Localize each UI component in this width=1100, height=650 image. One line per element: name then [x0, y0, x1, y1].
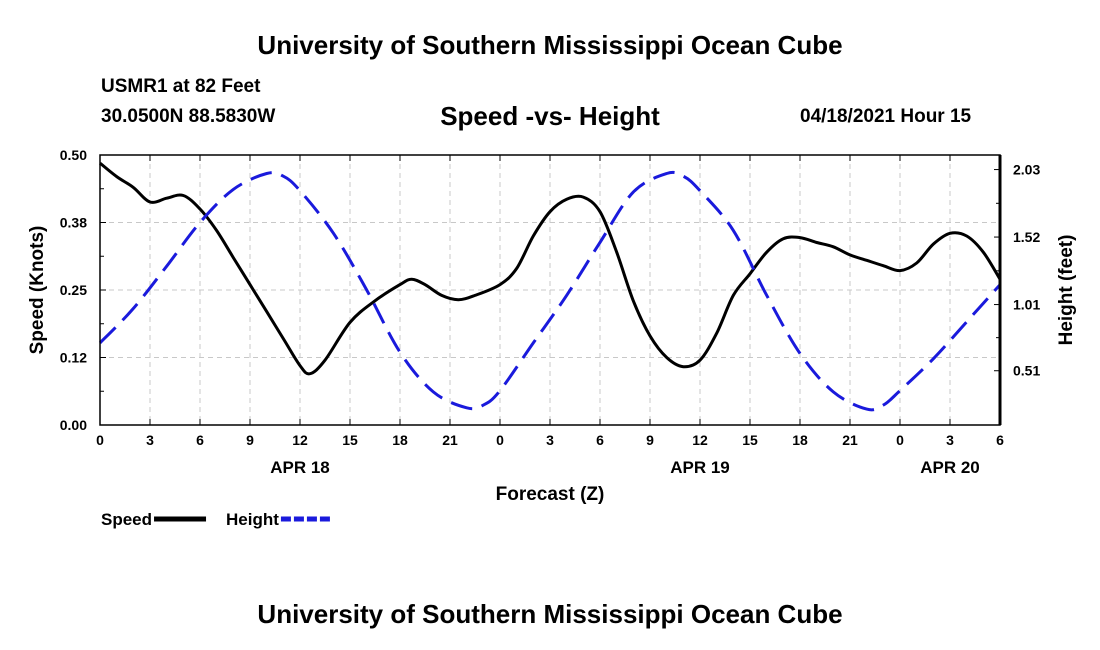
y-tick-label: 0.50 [60, 147, 87, 163]
legend-label: Height [226, 510, 279, 529]
x-tick-label: 9 [646, 432, 654, 448]
x-tick-label: 15 [742, 432, 758, 448]
x-tick-label: 12 [692, 432, 708, 448]
legend: Speed Height [101, 510, 333, 529]
legend-label: Speed [101, 510, 152, 529]
y2-axis-title: Height (feet) [1056, 235, 1077, 346]
x-tick-label: 21 [442, 432, 458, 448]
date-label: APR 18 [270, 458, 330, 477]
datetime-label: 04/18/2021 Hour 15 [800, 106, 972, 127]
x-tick-label: 0 [96, 432, 104, 448]
y2-tick-label: 0.51 [1013, 363, 1040, 379]
y-tick-label: 0.25 [60, 282, 87, 298]
x-tick-label: 3 [146, 432, 154, 448]
station-label: USMR1 at 82 Feet [101, 76, 261, 97]
x-tick-label: 15 [342, 432, 358, 448]
x-tick-label: 6 [596, 432, 604, 448]
chart-subtitle: Speed -vs- Height [440, 101, 660, 131]
coordinates-label: 30.0500N 88.5830W [101, 106, 276, 127]
x-tick-label: 0 [496, 432, 504, 448]
y-tick-label: 0.12 [60, 350, 87, 366]
x-tick-label: 3 [946, 432, 954, 448]
date-label: APR 20 [920, 458, 980, 477]
x-tick-label: 6 [996, 432, 1004, 448]
height-series-line [98, 170, 1002, 412]
x-tick-label: 0 [896, 432, 904, 448]
y2-tick-label: 2.03 [1013, 162, 1040, 178]
x-tick-label: 6 [196, 432, 204, 448]
y2-tick-label: 1.52 [1013, 229, 1040, 245]
y-tick-label: 0.00 [60, 417, 87, 433]
y-tick-label: 0.38 [60, 215, 87, 231]
date-label: APR 19 [670, 458, 730, 477]
grid-lines [100, 155, 1000, 425]
x-tick-label: 3 [546, 432, 554, 448]
x-axis-title: Forecast (Z) [496, 484, 605, 505]
x-tick-label: 18 [392, 432, 408, 448]
x-tick-label: 12 [292, 432, 308, 448]
y-axis-title: Speed (Knots) [27, 226, 48, 355]
page-title: University of Southern Mississippi Ocean… [257, 30, 843, 60]
series-group [98, 161, 1002, 412]
y2-tick-label: 1.01 [1013, 297, 1040, 313]
x-tick-label: 9 [246, 432, 254, 448]
footer-title: University of Southern Mississippi Ocean… [257, 599, 843, 629]
x-tick-label: 18 [792, 432, 808, 448]
speed-series-line [99, 161, 1002, 376]
axis-labels: 0 3 6 9 12 15 18 21 0 3 6 9 12 15 18 21 0 3 6 0.00 0.12 0.25 0… [27, 147, 1077, 505]
x-tick-label: 21 [842, 432, 858, 448]
